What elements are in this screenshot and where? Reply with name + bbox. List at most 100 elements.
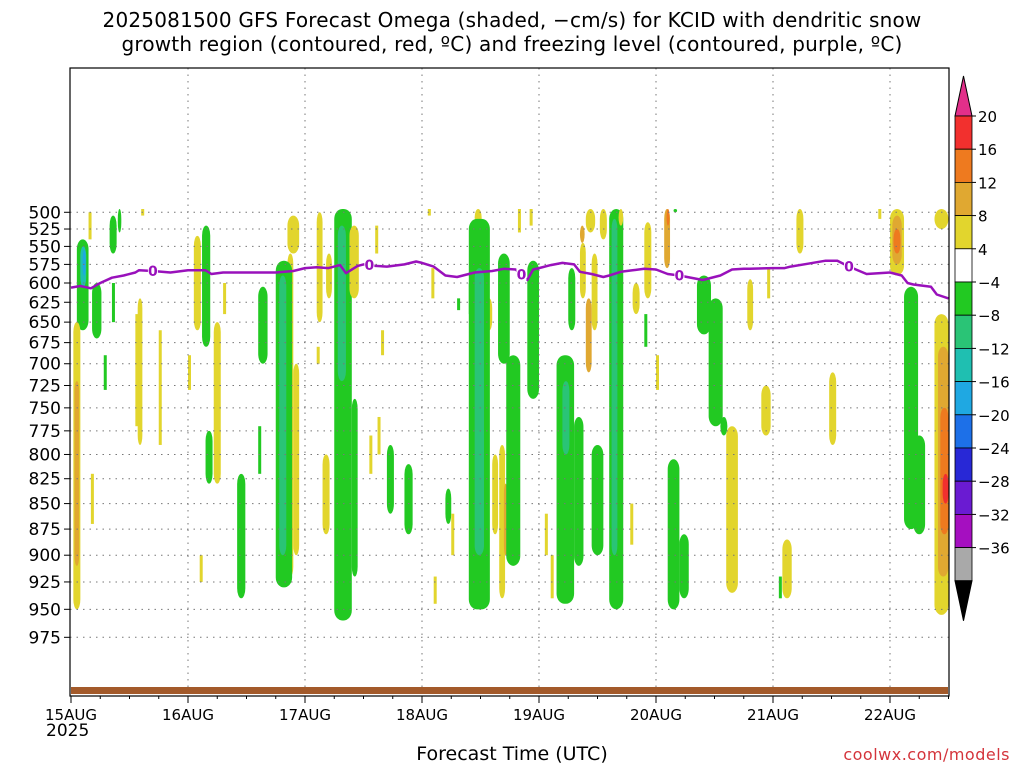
omega-streak-28	[644, 314, 648, 347]
y-tick-label-725: 725	[29, 376, 61, 396]
omega-region-5	[117, 209, 122, 233]
y-tick-label-775: 775	[29, 422, 61, 442]
omega-streak-22	[517, 209, 521, 233]
omega-streak-18	[451, 513, 455, 556]
y-tick-label-850: 850	[29, 495, 61, 515]
freezing-level-label-1: 0	[364, 258, 374, 274]
y-tick-label-700: 700	[29, 355, 61, 375]
omega-region-9	[193, 235, 201, 331]
freezing-level-contour: 0 0 0 0 0	[70, 257, 949, 300]
omega-region-15	[258, 286, 268, 364]
omega-streak-9	[199, 555, 203, 582]
colorbar-segment-7	[954, 281, 973, 316]
omega-streak-4	[90, 473, 94, 524]
omega-region-66	[761, 385, 771, 436]
omega-streak-31	[878, 209, 882, 219]
omega-region-18	[293, 363, 300, 556]
omega-region-50	[599, 209, 607, 240]
omega-region-8	[137, 298, 143, 445]
omega-streak-13	[369, 435, 373, 474]
x-tick-label-5: 20AUG	[630, 706, 682, 724]
colorbar-bottom-arrow	[954, 580, 973, 621]
omega-region-61	[696, 275, 711, 335]
omega-streak-25	[550, 555, 554, 599]
omega-region-52	[611, 218, 618, 556]
omega-region-2	[82, 249, 86, 276]
omega-streak-6	[111, 283, 115, 323]
omega-streak-10	[258, 426, 262, 474]
colorbar-label-10: −24	[978, 440, 1010, 458]
colorbar-label-8: −16	[978, 374, 1010, 392]
y-tick-label-625: 625	[29, 293, 61, 313]
plot-grid	[70, 68, 949, 696]
omega-region-32	[445, 488, 452, 524]
y-tick-label-675: 675	[29, 334, 61, 354]
colorbar-label-9: −20	[978, 407, 1010, 425]
x-axis-label: Forecast Time (UTC)	[416, 743, 608, 765]
omega-region-69	[829, 372, 837, 445]
omega-region-35	[498, 253, 510, 364]
x-axis-year-label: 2025	[46, 721, 90, 741]
colorbar-segment-4	[954, 181, 973, 216]
omega-streak-16	[375, 225, 379, 254]
omega-streak-15	[427, 209, 431, 216]
x-axis-ticks: 15AUG 16AUG 17AUG 18AUG 19AUG 20AUG 21AUG 22AUG	[45, 696, 949, 724]
omega-region-53	[618, 209, 624, 226]
omega-streak-11	[316, 346, 320, 364]
omega-region-10	[202, 225, 211, 347]
colorbar-segment-3	[954, 148, 973, 183]
omega-region-49	[591, 444, 604, 556]
omega-region-23	[326, 253, 332, 299]
colorbar-label-0: 20	[978, 108, 997, 126]
omega-region-47	[585, 298, 592, 373]
freezing-level-label-bg-3	[674, 267, 685, 282]
omega-streak-7	[188, 355, 191, 390]
colorbar-label-2: 12	[978, 174, 997, 192]
freezing-level-label-2: 0	[517, 268, 527, 284]
chart-title-line-1: 2025081500 GFS Forecast Omega (shaded, −…	[102, 8, 922, 32]
omega-region-64	[726, 426, 738, 593]
y-tick-label-950: 950	[29, 600, 61, 620]
omega-region-45	[585, 209, 596, 233]
omega-region-54	[632, 283, 640, 315]
omega-region-17	[279, 275, 287, 556]
omega-streak-0	[88, 212, 92, 240]
omega-region-38	[506, 355, 521, 566]
omega-region-79	[942, 473, 949, 504]
omega-region-78	[940, 407, 949, 535]
omega-region-55	[644, 222, 652, 299]
colorbar-segment-2	[954, 115, 973, 150]
y-tick-label-750: 750	[29, 399, 61, 419]
x-tick-label-1: 16AUG	[162, 706, 214, 724]
omega-region-25	[349, 225, 359, 299]
omega-region-21	[337, 225, 346, 382]
omega-region-68	[796, 209, 804, 254]
colorbar-label-3: 8	[978, 208, 988, 226]
omega-region-75	[934, 209, 949, 230]
omega-region-26	[351, 398, 358, 577]
omega-region-57	[666, 209, 670, 226]
colorbar-segment-5	[954, 215, 973, 250]
y-tick-label-650: 650	[29, 313, 61, 333]
y-tick-label-900: 900	[29, 546, 61, 566]
omega-streak-5	[158, 330, 162, 445]
omega-region-7	[74, 381, 80, 566]
freezing-level-label-3: 0	[675, 268, 685, 284]
chart-title-line-2: growth region (contoured, red, ºC) and f…	[121, 32, 903, 56]
x-tick-label-2: 17AUG	[279, 706, 331, 724]
omega-streak-20	[433, 576, 437, 604]
freezing-level-label-0: 0	[148, 264, 158, 280]
y-tick-label-800: 800	[29, 445, 61, 465]
omega-region-31	[492, 454, 499, 535]
omega-region-43	[579, 242, 586, 299]
omega-region-19	[287, 215, 300, 254]
x-tick-label-6: 21AUG	[747, 706, 799, 724]
omega-streak-27	[656, 355, 659, 390]
colorbar-legend: 20 16 12 8 4 −4 −8 −12 −16 −20 −24 −28 −32 −36	[954, 75, 1010, 621]
omega-streak-29	[767, 268, 771, 299]
ground-band-rect	[71, 687, 948, 694]
credit-text: coolwx.com/models	[843, 745, 1010, 764]
omega-region-39	[527, 260, 539, 399]
colorbar-segment-9	[954, 347, 973, 382]
